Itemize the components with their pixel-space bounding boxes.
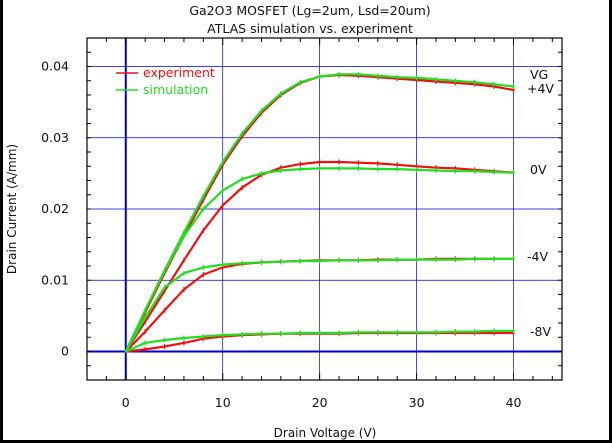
y-tick-label: 0.04	[41, 59, 69, 74]
minor-ticks	[87, 38, 562, 380]
x-axis-label: Drain Voltage (V)	[274, 426, 377, 440]
legend: experiment simulation	[116, 65, 215, 97]
curve-label-minus4v: -4V	[527, 249, 548, 264]
x-tick-label: 20	[312, 395, 328, 410]
y-tick-label: 0.03	[41, 130, 69, 145]
y-tick-label: 0.02	[41, 201, 69, 216]
y-axis-label: Drain Current (A/mm)	[5, 144, 19, 274]
x-tick-label: 0	[122, 395, 130, 410]
x-tick-label: 30	[409, 395, 425, 410]
y-tick-label: 0.01	[41, 272, 69, 287]
legend-label-simulation: simulation	[143, 82, 208, 97]
chart-frame: Ga2O3 MOSFET (Lg=2um, Lsd=20um) ATLAS si…	[3, 0, 609, 440]
chart-title: Ga2O3 MOSFET (Lg=2um, Lsd=20um)	[189, 3, 430, 18]
x-tick-label: 40	[506, 395, 522, 410]
curves	[124, 71, 515, 353]
chart-subtitle: ATLAS simulation vs. experiment	[207, 21, 413, 36]
iv-curve-chart: Ga2O3 MOSFET (Lg=2um, Lsd=20um) ATLAS si…	[5, 3, 563, 440]
x-tick-labels: 0 10 20 30 40	[122, 395, 522, 410]
legend-label-experiment: experiment	[143, 65, 215, 80]
y-tick-labels: 0 0.01 0.02 0.03 0.04	[41, 59, 69, 359]
gridlines	[87, 38, 562, 380]
vg-header-label: VG	[530, 67, 548, 82]
curve-label-minus8v: -8V	[530, 324, 551, 339]
curve-label-plus4v: +4V	[527, 81, 554, 96]
curve-label-0v: 0V	[530, 162, 547, 177]
x-tick-label: 10	[215, 395, 231, 410]
y-tick-label: 0	[61, 344, 69, 359]
